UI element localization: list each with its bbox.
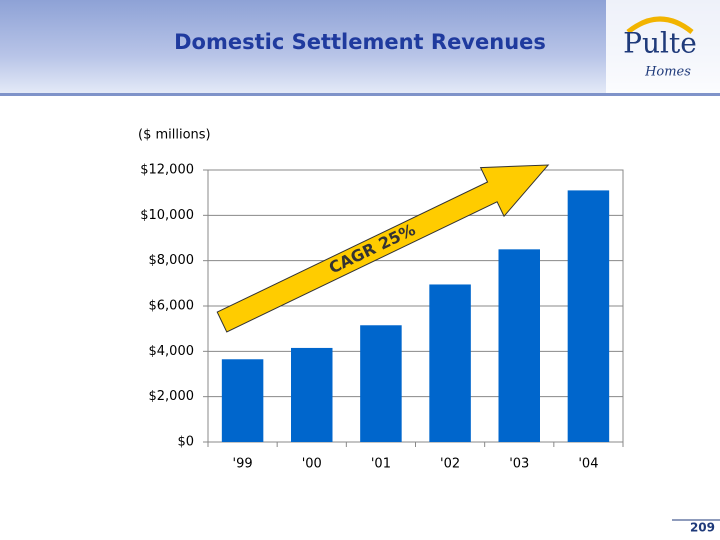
bar <box>221 359 264 442</box>
y-tick-label: $12,000 <box>140 163 194 178</box>
y-tick-label: $10,000 <box>140 208 194 223</box>
arrow-shape <box>216 164 550 333</box>
y-axis-label: ($ millions) <box>138 128 211 143</box>
x-tick-label: '03 <box>509 457 529 472</box>
x-tick-label: '00 <box>302 457 322 472</box>
x-tick-label: '02 <box>440 457 460 472</box>
x-tick-label: '04 <box>578 457 598 472</box>
bar <box>498 249 540 442</box>
header-rule <box>0 93 720 96</box>
bar <box>291 347 333 442</box>
y-tick-label: $0 <box>177 435 194 450</box>
annotation: CAGR 25% <box>326 220 418 278</box>
bar <box>567 190 610 442</box>
logo-box <box>606 0 720 93</box>
header-banner <box>0 0 720 95</box>
y-tick-label: $4,000 <box>149 344 195 359</box>
x-tick-label: '99 <box>233 457 253 472</box>
logo-tagline: Homes <box>644 65 691 80</box>
bar <box>360 325 402 442</box>
chart-title: Domestic Settlement Revenues <box>174 30 546 54</box>
page-number: 209 <box>690 521 715 535</box>
logo-name: Pulte <box>623 27 697 60</box>
y-tick-label: $2,000 <box>149 389 195 404</box>
logo-arc <box>626 16 694 34</box>
x-tick-label: '01 <box>371 457 391 472</box>
y-tick-label: $6,000 <box>149 299 195 314</box>
bar <box>429 284 471 442</box>
plot: $0 $2,000 $4,000 $6,000 $8,000 $10,000 $12,000… <box>140 163 624 472</box>
y-tick-label: $8,000 <box>149 253 195 268</box>
